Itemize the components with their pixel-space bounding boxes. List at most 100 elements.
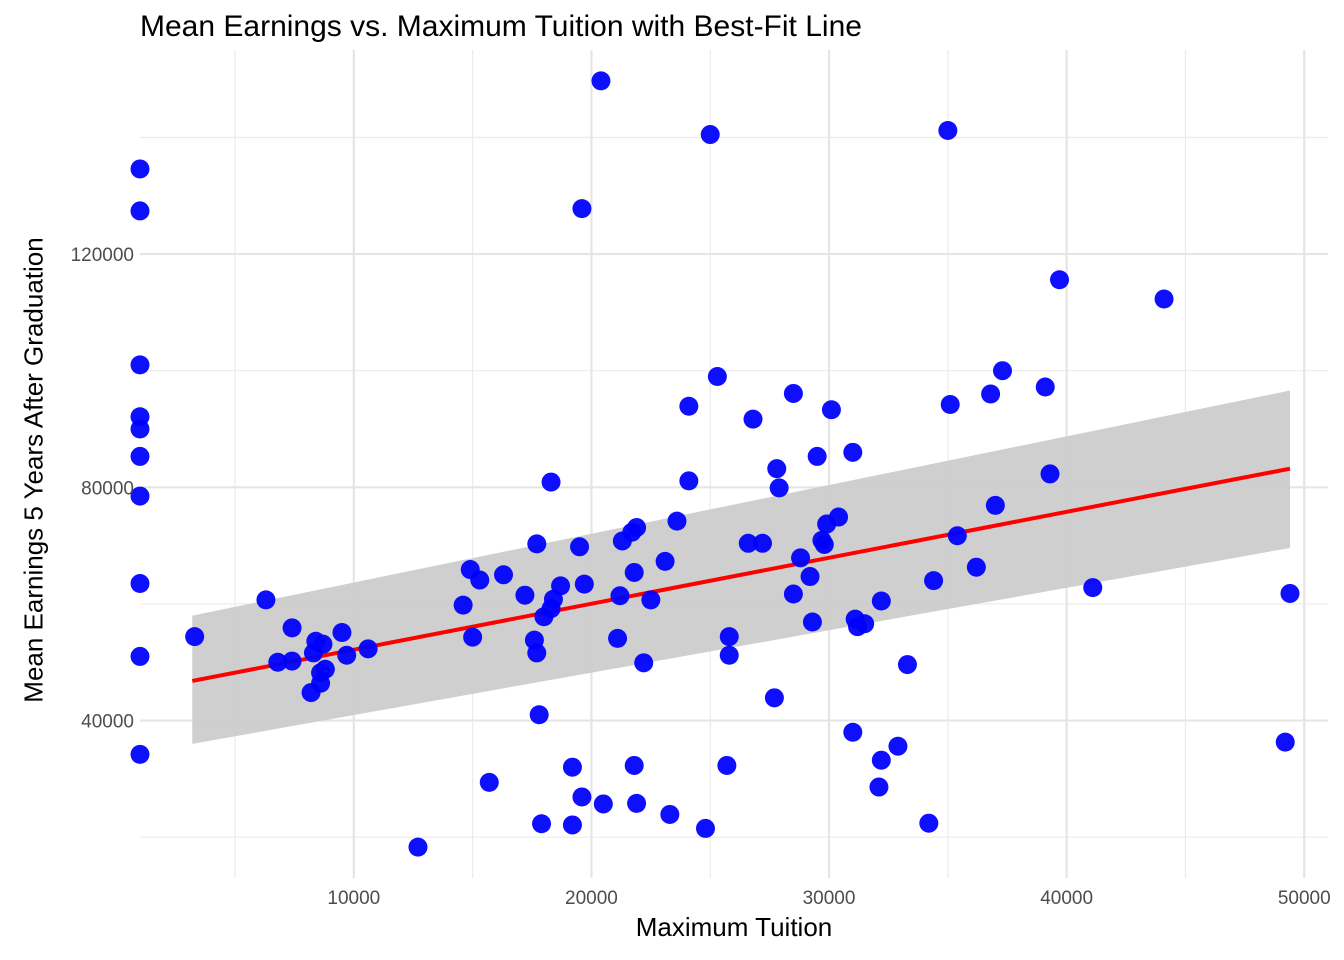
grid-lines bbox=[140, 50, 1328, 878]
data-point bbox=[627, 518, 647, 538]
data-point bbox=[593, 794, 613, 814]
data-point bbox=[888, 736, 908, 756]
data-point bbox=[924, 571, 944, 591]
data-point bbox=[985, 495, 1005, 515]
y-axis-ticks: 40000 80000 120000 bbox=[71, 245, 134, 732]
data-point bbox=[897, 655, 917, 675]
data-point bbox=[256, 590, 276, 610]
data-point bbox=[268, 652, 288, 672]
data-point bbox=[719, 645, 739, 665]
data-point bbox=[871, 750, 891, 770]
data-point bbox=[679, 396, 699, 416]
data-point bbox=[562, 815, 582, 835]
data-point bbox=[843, 722, 863, 742]
data-point bbox=[130, 574, 150, 594]
x-tick-label: 10000 bbox=[327, 888, 380, 909]
data-point bbox=[769, 478, 789, 498]
data-point bbox=[130, 201, 150, 221]
data-point bbox=[767, 459, 787, 479]
x-axis-label: Maximum Tuition bbox=[635, 912, 833, 942]
data-point bbox=[738, 533, 758, 553]
data-point bbox=[1154, 289, 1174, 309]
data-point bbox=[130, 355, 150, 375]
data-point bbox=[541, 472, 561, 492]
data-point bbox=[470, 570, 490, 590]
data-point bbox=[641, 590, 661, 610]
data-point bbox=[282, 651, 302, 671]
data-point bbox=[479, 772, 499, 792]
x-tick-label: 50000 bbox=[1278, 888, 1331, 909]
x-tick-label: 20000 bbox=[565, 888, 618, 909]
y-tick-label: 120000 bbox=[71, 245, 134, 266]
data-point bbox=[947, 526, 967, 546]
confidence-band bbox=[192, 390, 1290, 744]
data-point bbox=[532, 814, 552, 834]
data-point bbox=[660, 804, 680, 824]
data-point bbox=[667, 511, 687, 531]
data-point bbox=[981, 384, 1001, 404]
data-point bbox=[743, 409, 763, 429]
data-point bbox=[869, 777, 889, 797]
y-axis-label: Mean Earnings 5 Years After Graduation bbox=[18, 237, 49, 703]
y-tick-label: 80000 bbox=[81, 478, 134, 499]
data-point bbox=[753, 533, 773, 553]
data-point bbox=[358, 639, 378, 659]
data-point bbox=[783, 584, 803, 604]
data-point bbox=[707, 367, 727, 387]
data-point bbox=[679, 471, 699, 491]
data-point bbox=[562, 757, 582, 777]
data-point bbox=[624, 755, 644, 775]
data-point bbox=[130, 744, 150, 764]
data-point bbox=[463, 627, 483, 647]
data-point bbox=[494, 565, 514, 585]
data-point bbox=[591, 71, 611, 91]
data-point bbox=[515, 585, 535, 605]
data-point bbox=[783, 383, 803, 403]
data-point bbox=[130, 419, 150, 439]
data-point bbox=[527, 643, 547, 663]
data-point bbox=[130, 159, 150, 179]
data-point bbox=[655, 551, 675, 571]
data-point bbox=[764, 688, 784, 708]
data-point bbox=[315, 659, 335, 679]
data-point bbox=[130, 486, 150, 506]
data-point bbox=[829, 507, 849, 527]
data-point bbox=[871, 591, 891, 611]
data-point bbox=[608, 628, 628, 648]
data-point bbox=[624, 562, 644, 582]
data-point bbox=[572, 787, 592, 807]
data-point bbox=[843, 442, 863, 462]
data-point bbox=[130, 646, 150, 666]
data-point bbox=[802, 612, 822, 632]
data-point bbox=[313, 634, 333, 654]
data-point bbox=[814, 534, 834, 554]
data-point bbox=[453, 595, 473, 615]
data-point bbox=[719, 627, 739, 647]
data-point bbox=[966, 557, 986, 577]
data-point bbox=[408, 837, 428, 857]
data-point bbox=[1083, 578, 1103, 598]
y-tick-label: 40000 bbox=[81, 712, 134, 733]
data-point bbox=[551, 576, 571, 596]
x-tick-label: 40000 bbox=[1040, 888, 1093, 909]
data-point bbox=[185, 627, 205, 647]
data-point bbox=[807, 446, 827, 466]
data-point bbox=[332, 623, 352, 643]
data-point bbox=[1035, 377, 1055, 397]
x-axis-ticks: 10000 20000 30000 40000 50000 bbox=[327, 888, 1330, 909]
chart-title: Mean Earnings vs. Maximum Tuition with B… bbox=[140, 10, 862, 43]
data-point bbox=[570, 537, 590, 557]
data-point bbox=[627, 793, 647, 813]
data-point bbox=[1280, 583, 1300, 603]
data-point bbox=[791, 548, 811, 568]
data-point bbox=[574, 574, 594, 594]
data-point bbox=[800, 567, 820, 587]
data-point bbox=[572, 199, 592, 219]
data-point bbox=[717, 755, 737, 775]
confidence-band-area bbox=[192, 390, 1290, 744]
data-point bbox=[1050, 270, 1070, 290]
data-point bbox=[130, 446, 150, 466]
data-point bbox=[527, 534, 547, 554]
data-point bbox=[700, 125, 720, 145]
